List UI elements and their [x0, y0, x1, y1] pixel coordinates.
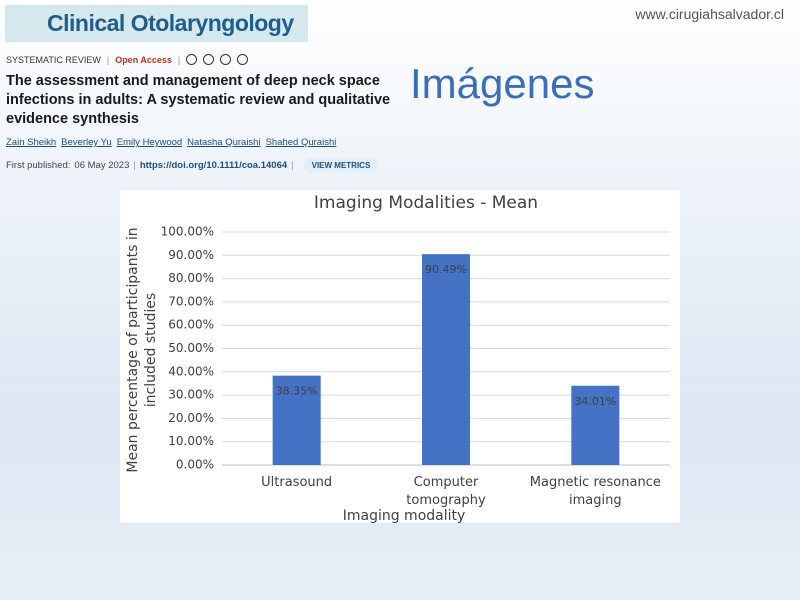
y-tick-label: 90.00%: [168, 248, 214, 262]
slide-title: Imágenes: [410, 60, 595, 107]
journal-banner: Clinical Otolaryngology: [5, 5, 308, 42]
bar: [422, 254, 470, 465]
website: www.cirugiahsalvador.cl: [635, 6, 784, 22]
bar: [571, 385, 620, 465]
y-tick-label: 100.00%: [161, 225, 214, 239]
article-meta: SYSTEMATIC REVIEW | Open Access |: [6, 54, 249, 65]
authors: Zain Sheikh Beverley Yu Emily Heywood Natas…: [6, 137, 336, 148]
x-tick-label: Magnetic resonance imaging: [530, 475, 661, 508]
y-tick-label: 30.00%: [168, 388, 214, 402]
y-tick-label: 20.00%: [168, 411, 214, 425]
published-label: First published:: [6, 160, 71, 171]
author[interactable]: Shahed Quraishi: [265, 137, 337, 148]
y-tick-label: 80.00%: [168, 271, 214, 285]
published-date: 06 May 2023: [74, 160, 130, 171]
doi-link[interactable]: https://doi.org/10.1111/coa.14064: [139, 160, 288, 171]
y-tick-label: 40.00%: [168, 364, 214, 378]
y-tick-label: 50.00%: [168, 341, 214, 355]
author[interactable]: Natasha Quraishi: [187, 137, 261, 148]
chart: Imaging Modalities - Mean Imaging modali…: [120, 190, 680, 523]
y-tick-label: 10.00%: [168, 434, 214, 448]
license-icon: [220, 54, 232, 65]
section: SYSTEMATIC REVIEW: [6, 54, 101, 65]
view-metrics-button[interactable]: VIEW METRICS: [303, 158, 379, 173]
y-tick-label: 60.00%: [168, 318, 214, 332]
author[interactable]: Emily Heywood: [116, 137, 183, 148]
y-tick-label: 70.00%: [168, 294, 214, 308]
y-axis-title: Mean percentage of participants in includ…: [125, 227, 159, 472]
data-label: 38.35%: [276, 385, 318, 398]
license-icon: [186, 54, 198, 65]
open-access: Open Access: [115, 54, 172, 65]
data-label: 90.49%: [425, 263, 467, 276]
x-axis-title: Imaging modality: [343, 508, 466, 523]
data-label: 34.01%: [574, 395, 616, 408]
author[interactable]: Zain Sheikh: [6, 137, 57, 148]
chart-title: Imaging Modalities - Mean: [314, 193, 538, 213]
publication-info: First published: 06 May 2023 | https://d…: [6, 158, 379, 173]
author[interactable]: Beverley Yu: [61, 137, 112, 148]
bar: [272, 375, 321, 465]
x-tick-label: Ultrasound: [261, 475, 332, 490]
license-icon: [237, 54, 249, 65]
y-tick-label: 0.00%: [176, 458, 214, 472]
article-title: The assessment and management of deep ne…: [6, 73, 391, 127]
x-tick-label: Computer tomography: [406, 475, 486, 508]
license-icon: [203, 54, 215, 65]
